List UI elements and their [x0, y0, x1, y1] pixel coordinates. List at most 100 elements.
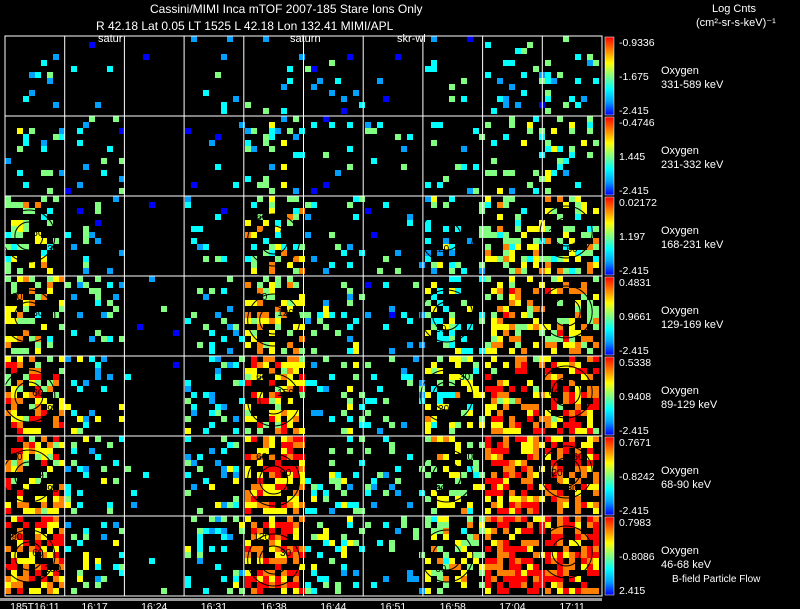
heatmap-cell — [245, 502, 251, 508]
heatmap-cell — [527, 244, 533, 250]
heatmap-cell — [467, 442, 473, 448]
heatmap-cell — [563, 202, 569, 208]
heatmap-cell — [17, 588, 23, 594]
heatmap-cell — [593, 404, 599, 410]
heatmap-cell — [269, 348, 275, 354]
heatmap-cell — [515, 324, 521, 330]
heatmap-cell — [35, 342, 41, 348]
heatmap-cell — [5, 306, 11, 312]
heatmap-cell — [281, 410, 287, 416]
heatmap-cell — [461, 540, 467, 546]
heatmap-cell — [23, 182, 29, 188]
heatmap-cell — [551, 170, 557, 176]
heatmap-cell — [557, 238, 563, 244]
heatmap-cell — [17, 398, 23, 404]
heatmap-cell — [563, 392, 569, 398]
heatmap-cell — [527, 404, 533, 410]
heatmap-cell — [551, 582, 557, 588]
heatmap-cell — [77, 570, 83, 576]
heatmap-cell — [203, 528, 209, 534]
heatmap-cell — [575, 102, 581, 108]
heatmap-cell — [371, 374, 377, 380]
contour-label: 60 — [567, 244, 579, 255]
contour-label: 30 — [11, 372, 23, 383]
heatmap-cell — [29, 558, 35, 564]
heatmap-cell — [407, 318, 413, 324]
heatmap-cell — [359, 546, 365, 552]
heatmap-cell — [287, 128, 293, 134]
heatmap-cell — [575, 202, 581, 208]
heatmap-cell — [29, 576, 35, 582]
heatmap-cell — [71, 294, 77, 300]
heatmap-cell — [509, 472, 515, 478]
heatmap-cell — [569, 348, 575, 354]
heatmap-cell — [551, 472, 557, 478]
heatmap-cell — [47, 336, 53, 342]
x-tick-label: 16:31 — [201, 601, 227, 609]
heatmap-cell — [497, 490, 503, 496]
heatmap-cell — [41, 170, 47, 176]
heatmap-cell — [527, 276, 533, 282]
heatmap-cell — [299, 294, 305, 300]
heatmap-cell — [83, 380, 89, 386]
heatmap-cell — [5, 392, 11, 398]
heatmap-cell — [557, 540, 563, 546]
heatmap-cell — [347, 448, 353, 454]
heatmap-cell — [269, 146, 275, 152]
heatmap-cell — [245, 436, 251, 442]
contour-label: 30 — [11, 452, 23, 463]
heatmap-cell — [263, 294, 269, 300]
heatmap-cell — [263, 490, 269, 496]
heatmap-cell — [443, 582, 449, 588]
heatmap-cell — [503, 380, 509, 386]
heatmap-cell — [575, 410, 581, 416]
heatmap-cell — [245, 570, 251, 576]
heatmap-cell — [263, 176, 269, 182]
heatmap-cell — [401, 146, 407, 152]
heatmap-cell — [203, 256, 209, 262]
heatmap-cell — [341, 502, 347, 508]
heatmap-cell — [323, 528, 329, 534]
heatmap-cell — [41, 140, 47, 146]
heatmap-cell — [497, 288, 503, 294]
heatmap-cell — [527, 540, 533, 546]
heatmap-cell — [11, 564, 17, 570]
heatmap-cell — [41, 516, 47, 522]
contour-label: 120 — [253, 532, 270, 543]
heatmap-cell — [575, 448, 581, 454]
heatmap-cell — [269, 570, 275, 576]
heatmap-cell — [503, 516, 509, 522]
heatmap-cell — [497, 416, 503, 422]
heatmap-cell — [581, 336, 587, 342]
heatmap-cell — [425, 576, 431, 582]
heatmap-cell — [17, 448, 23, 454]
heatmap-cell — [101, 170, 107, 176]
heatmap-cell — [497, 484, 503, 490]
heatmap-cell — [563, 552, 569, 558]
heatmap-cell — [209, 330, 215, 336]
heatmap-cell — [53, 460, 59, 466]
heatmap-cell — [455, 448, 461, 454]
contour-label: 60 — [256, 372, 268, 383]
heatmap-cell — [557, 436, 563, 442]
heatmap-cell — [11, 288, 17, 294]
heatmap-cell — [341, 362, 347, 368]
heatmap-cell — [545, 96, 551, 102]
heatmap-cell — [533, 552, 539, 558]
contour-ring — [247, 453, 301, 507]
heatmap-cell — [89, 336, 95, 342]
heatmap-cell — [551, 534, 557, 540]
heatmap-cell — [389, 348, 395, 354]
heatmap-cell — [533, 472, 539, 478]
heatmap-cell — [341, 250, 347, 256]
heatmap-cell — [431, 508, 437, 514]
heatmap-cell — [557, 478, 563, 484]
heatmap-cell — [545, 368, 551, 374]
heatmap-cell — [467, 356, 473, 362]
heatmap-cell — [497, 570, 503, 576]
heatmap-cell — [95, 294, 101, 300]
heatmap-cell — [587, 454, 593, 460]
contour-label: 120 — [432, 404, 449, 415]
heatmap-cell — [269, 546, 275, 552]
heatmap-cell — [41, 410, 47, 416]
